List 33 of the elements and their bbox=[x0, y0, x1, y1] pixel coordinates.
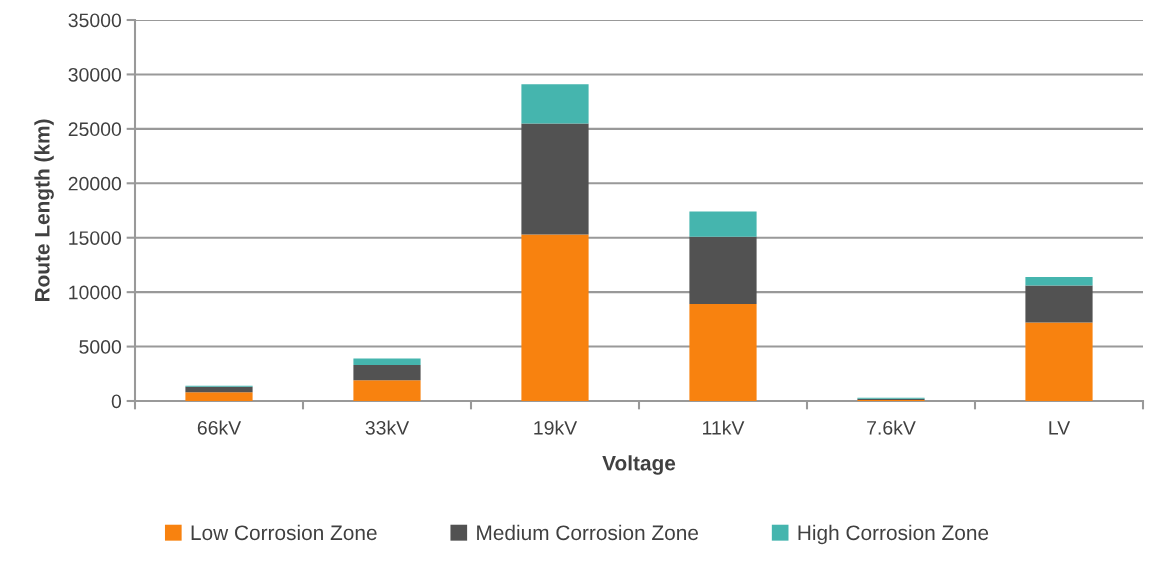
bar bbox=[1025, 322, 1093, 401]
bar bbox=[353, 380, 421, 401]
bar bbox=[521, 123, 589, 235]
x-tick-label: 33kV bbox=[365, 420, 410, 435]
x-tick-label: 11kV bbox=[703, 420, 745, 435]
bar bbox=[689, 304, 757, 401]
y-axis-title: Route Length (km) bbox=[34, 119, 54, 302]
bar bbox=[353, 358, 421, 366]
y-tick-label: 10000 bbox=[69, 285, 122, 300]
bar bbox=[521, 234, 589, 401]
legend-label: Medium Corrosion Zone bbox=[477, 524, 698, 541]
y-tick-label: 25000 bbox=[68, 122, 122, 137]
bar bbox=[185, 392, 253, 401]
y-tick-label: 15000 bbox=[69, 231, 122, 245]
y-tick-label: 0 bbox=[111, 394, 122, 409]
legend-label: High Corrosion Zone bbox=[798, 524, 989, 545]
bar bbox=[1025, 276, 1093, 286]
bar bbox=[353, 365, 421, 381]
x-tick-label: 66kV bbox=[197, 420, 242, 435]
x-tick-label: 19kV bbox=[534, 420, 578, 435]
legend-label: Low Corrosion Zone bbox=[191, 524, 377, 541]
y-tick-label: 30000 bbox=[68, 67, 122, 82]
bar bbox=[689, 211, 757, 237]
x-tick-label: 7.6kV bbox=[867, 420, 916, 435]
bar bbox=[1025, 285, 1093, 323]
y-tick-label: 5000 bbox=[79, 340, 122, 354]
x-tick-label: LV bbox=[1049, 421, 1071, 435]
y-tick-label: 20000 bbox=[68, 176, 122, 191]
x-axis-title: Voltage bbox=[602, 455, 676, 475]
y-tick-label: 35000 bbox=[68, 13, 122, 28]
bar bbox=[185, 386, 253, 393]
bar bbox=[521, 84, 589, 124]
bar bbox=[689, 236, 757, 305]
